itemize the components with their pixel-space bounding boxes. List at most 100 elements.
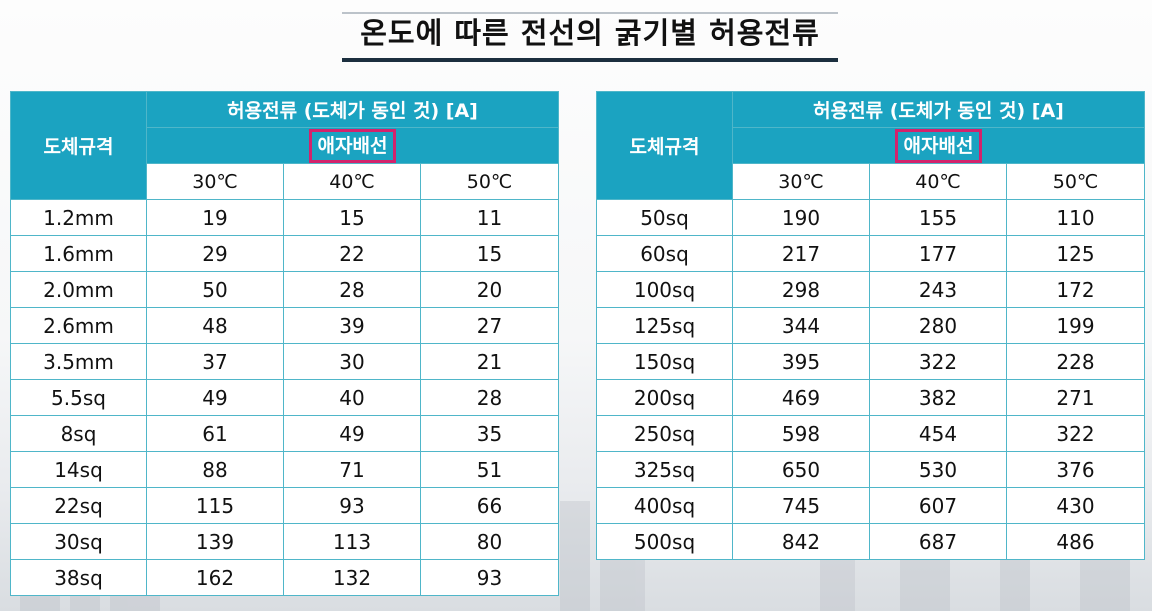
ampacity-cell: 51	[419, 451, 560, 488]
table-row: 400sq 745 607 430	[596, 487, 1146, 524]
wiring-method-header: 애자배선	[731, 127, 1146, 164]
ampacity-cell: 19	[146, 199, 284, 236]
table-row: 2.0mm 50 28 20	[10, 271, 560, 308]
table-row: 100sq 298 243 172	[596, 271, 1146, 308]
ampacity-cell: 298	[732, 271, 870, 308]
ampacity-cell: 842	[732, 523, 870, 560]
table-row: 150sq 395 322 228	[596, 343, 1146, 380]
ampacity-cell: 687	[869, 523, 1007, 560]
ampacity-cell: 66	[419, 487, 560, 524]
ampacity-cell: 469	[732, 379, 870, 416]
conductor-size-cell: 14sq	[10, 451, 147, 488]
ampacity-cell: 61	[146, 415, 284, 452]
ampacity-cell: 139	[146, 523, 284, 560]
ampacity-cell: 486	[1005, 523, 1146, 560]
table-body: 1.2mm 19 15 11 1.6mm 29 22 15 2.0mm 50 28 20 2.6mm 48…	[10, 199, 560, 596]
ampacity-cell: 37	[146, 343, 284, 380]
ampacity-cell: 40	[283, 379, 421, 416]
ampacity-cell: 113	[283, 523, 421, 560]
conductor-size-cell: 30sq	[10, 523, 147, 560]
highlighted-wiring-method: 애자배선	[894, 128, 983, 163]
page-title-block: 온도에 따른 전선의 굵기별 허용전류	[342, 12, 838, 62]
ampacity-cell: 48	[146, 307, 284, 344]
highlighted-wiring-method: 애자배선	[308, 128, 397, 163]
ampacity-cell: 15	[283, 199, 421, 236]
ampacity-cell: 280	[869, 307, 1007, 344]
conductor-size-cell: 325sq	[596, 451, 733, 488]
ampacity-cell: 132	[283, 559, 421, 596]
conductor-size-cell: 250sq	[596, 415, 733, 452]
conductor-size-cell: 5.5sq	[10, 379, 147, 416]
ampacity-cell: 650	[732, 451, 870, 488]
ampacity-cell: 271	[1005, 379, 1146, 416]
ampacity-cell: 39	[283, 307, 421, 344]
ampacity-cell: 177	[869, 235, 1007, 272]
conductor-size-cell: 50sq	[596, 199, 733, 236]
conductor-size-cell: 150sq	[596, 343, 733, 380]
ampacity-cell: 80	[419, 523, 560, 560]
ampacity-cell: 49	[146, 379, 284, 416]
ampacity-cell: 21	[419, 343, 560, 380]
ampacity-cell: 71	[283, 451, 421, 488]
ampacity-cell: 376	[1005, 451, 1146, 488]
table-row: 250sq 598 454 322	[596, 415, 1146, 452]
ampacity-cell: 93	[419, 559, 560, 596]
conductor-size-cell: 100sq	[596, 271, 733, 308]
ampacity-cell: 28	[419, 379, 560, 416]
ampacity-cell: 172	[1005, 271, 1146, 308]
ampacity-cell: 155	[869, 199, 1007, 236]
ampacity-cell: 199	[1005, 307, 1146, 344]
ampacity-cell: 49	[283, 415, 421, 452]
ampacity-cell: 382	[869, 379, 1007, 416]
ampacity-cell: 162	[146, 559, 284, 596]
table-row: 38sq 162 132 93	[10, 559, 560, 596]
ampacity-cell: 110	[1005, 199, 1146, 236]
table-row: 50sq 190 155 110	[596, 199, 1146, 236]
conductor-size-cell: 38sq	[10, 559, 147, 596]
conductor-size-cell: 200sq	[596, 379, 733, 416]
ampacity-cell: 322	[1005, 415, 1146, 452]
conductor-size-cell: 60sq	[596, 235, 733, 272]
conductor-size-header: 도체규격	[596, 91, 733, 200]
ampacity-cell: 11	[419, 199, 560, 236]
conductor-size-cell: 500sq	[596, 523, 733, 560]
table-row: 8sq 61 49 35	[10, 415, 560, 452]
ampacity-cell: 745	[732, 487, 870, 524]
ampacity-group-header: 허용전류 (도체가 동인 것) [A]	[731, 91, 1146, 128]
table-row: 14sq 88 71 51	[10, 451, 560, 488]
table-row: 1.6mm 29 22 15	[10, 235, 560, 272]
conductor-size-cell: 22sq	[10, 487, 147, 524]
temp-header: 40℃	[283, 163, 421, 200]
ampacity-cell: 27	[419, 307, 560, 344]
ampacity-cell: 88	[146, 451, 284, 488]
table-row: 30sq 139 113 80	[10, 523, 560, 560]
ampacity-cell: 20	[419, 271, 560, 308]
ampacity-group-header: 허용전류 (도체가 동인 것) [A]	[145, 91, 560, 128]
ampacity-table-right: 도체규격 허용전류 (도체가 동인 것) [A] 애자배선 30℃ 40℃ 50…	[596, 91, 1146, 560]
temp-header: 30℃	[732, 163, 870, 200]
table-row: 200sq 469 382 271	[596, 379, 1146, 416]
title-underline	[342, 58, 838, 62]
ampacity-table-left: 도체규격 허용전류 (도체가 동인 것) [A] 애자배선 30℃ 40℃ 50…	[10, 91, 560, 596]
temp-header: 50℃	[1005, 163, 1146, 200]
table-row: 325sq 650 530 376	[596, 451, 1146, 488]
ampacity-cell: 93	[283, 487, 421, 524]
ampacity-cell: 50	[146, 271, 284, 308]
ampacity-cell: 125	[1005, 235, 1146, 272]
ampacity-cell: 115	[146, 487, 284, 524]
ampacity-cell: 454	[869, 415, 1007, 452]
conductor-size-cell: 1.2mm	[10, 199, 147, 236]
table-row: 60sq 217 177 125	[596, 235, 1146, 272]
ampacity-cell: 35	[419, 415, 560, 452]
conductor-size-cell: 1.6mm	[10, 235, 147, 272]
temp-header: 40℃	[869, 163, 1007, 200]
ampacity-cell: 530	[869, 451, 1007, 488]
ampacity-cell: 228	[1005, 343, 1146, 380]
ampacity-cell: 430	[1005, 487, 1146, 524]
ampacity-cell: 22	[283, 235, 421, 272]
conductor-size-cell: 2.0mm	[10, 271, 147, 308]
ampacity-cell: 217	[732, 235, 870, 272]
table-row: 1.2mm 19 15 11	[10, 199, 560, 236]
ampacity-cell: 607	[869, 487, 1007, 524]
conductor-size-cell: 8sq	[10, 415, 147, 452]
